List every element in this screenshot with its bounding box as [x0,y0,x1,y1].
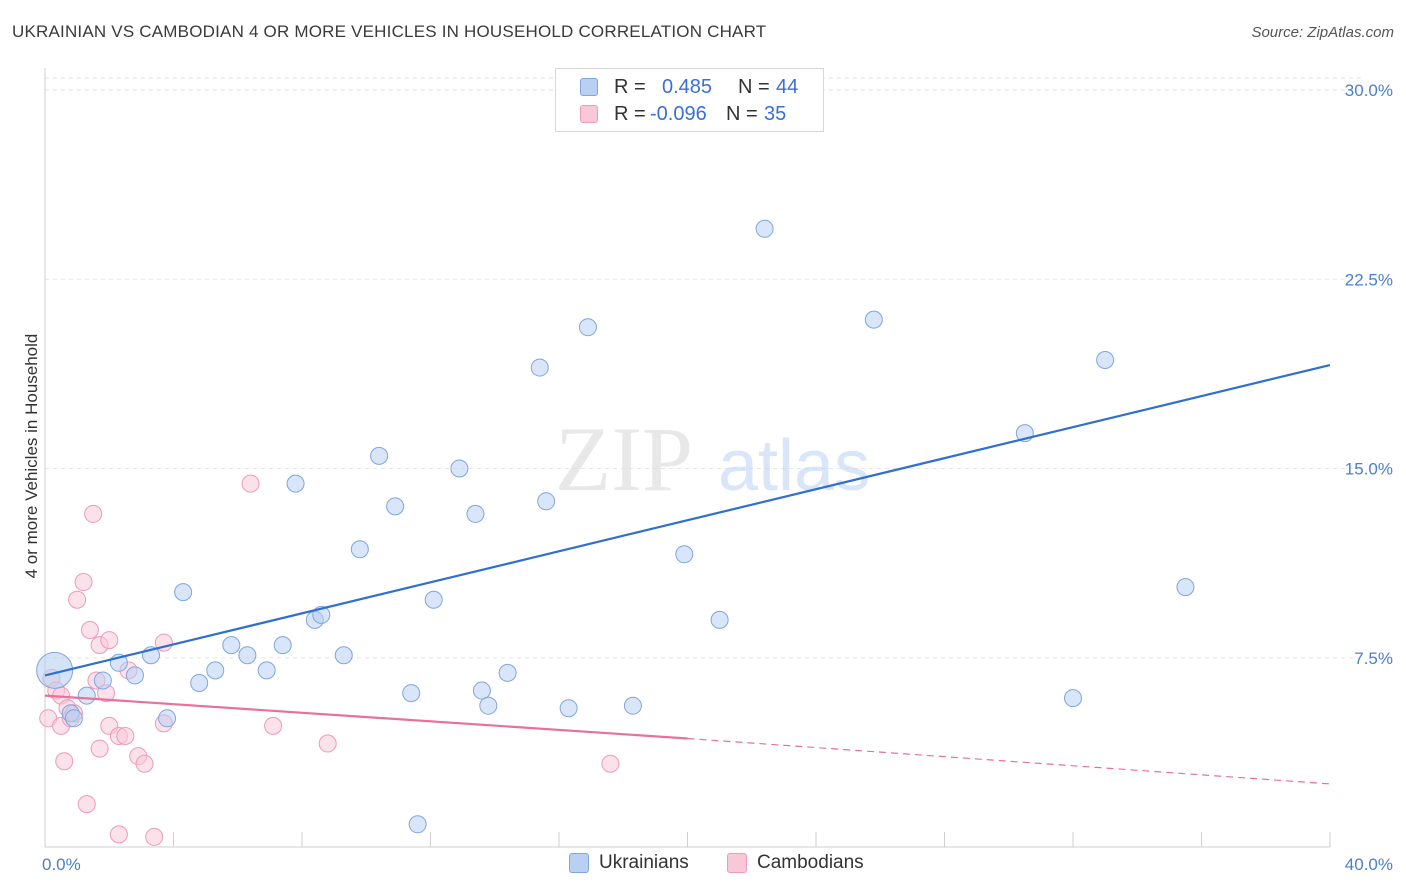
ukrainian-point [864,310,883,329]
y-tick-label: 15.0% [1345,460,1393,479]
ukrainian-point [64,709,83,728]
legend-n-label: N = [738,75,770,98]
ukrainian-point [623,696,642,715]
ukrainian-point [675,545,694,564]
cambodian-point [80,620,99,639]
legend-row-cambodians: R = -0.096 N = 35 [580,101,786,127]
legend-n-value: 35 [764,102,787,125]
ukrainian-point [755,219,774,238]
ukrainian-point [537,492,556,511]
cambodian-point [90,739,109,758]
ukrainian-point [206,661,225,680]
ukrainian-point [158,709,177,728]
ukrainian-point [286,474,305,493]
trend-lines [44,363,1331,785]
cambodians-trend-extension [687,737,1331,785]
legend-label-ukrainians: Ukrainians [599,852,689,873]
cambodian-point [135,754,154,773]
ukrainian-point [1064,689,1082,708]
ukrainian-point [1176,578,1195,597]
cambodian-point [84,504,103,523]
watermark-zip: ZIP [555,408,693,510]
ukrainian-point [408,815,427,834]
watermark: ZIP atlas [555,408,870,510]
cambodian-point [100,631,119,650]
ukrainian-point [710,610,729,629]
ukrainians-points [36,219,1195,834]
legend-row-ukrainians: R = 0.485 N = 44 [580,74,798,100]
ukrainian-point [559,699,578,718]
ukrainian-point [125,666,144,685]
cambodian-point [109,825,128,844]
x-tick-label: 0.0% [42,855,81,874]
cambodian-point [601,754,620,773]
cambodians-trend-line [44,694,688,740]
ukrainian-point [530,358,549,377]
ukrainian-point [424,590,443,609]
y-axis-label: 4 or more Vehicles in Household [22,334,41,579]
ukrainian-point [238,646,257,665]
ukrainian-point [1096,350,1115,369]
legend-r-value: 0.485 [662,75,713,98]
cambodian-point [241,474,260,493]
ukrainian-point [93,671,112,690]
series-legend: Ukrainians Cambodians [0,852,1406,876]
chart-title: UKRAINIAN VS CAMBODIAN 4 OR MORE VEHICLE… [12,22,767,41]
legend-n-label: N = [726,102,758,125]
ukrainian-point [466,504,485,523]
legend-r-value: -0.096 [650,102,707,125]
cambodian-point [55,752,74,771]
ukrainian-point [174,583,193,602]
cambodian-point [264,716,283,735]
cambodian-point [68,590,87,609]
ukrainian-point [334,646,353,665]
cambodian-point [318,734,337,753]
legend-label-cambodians: Cambodians [757,852,864,873]
y-tick-label: 7.5% [1354,649,1393,668]
ukrainian-point [479,696,498,715]
legend-swatch-cambodians [727,853,747,873]
ukrainian-point [472,681,491,700]
ukrainian-point [350,540,369,559]
legend-swatch-cambodians [580,105,598,123]
legend-n-value: 44 [776,75,799,98]
cambodian-point [74,573,93,592]
ukrainian-point [222,636,241,655]
ukrainian-point [273,636,292,655]
watermark-atlas: atlas [718,426,870,506]
ukrainian-point [370,446,389,465]
x-tick-label: 40.0% [1345,855,1393,874]
ukrainian-point [190,673,209,692]
cambodian-point [116,726,135,745]
ukrainian-point [257,661,276,680]
legend-item-ukrainians[interactable]: Ukrainians [569,852,689,874]
ukrainians-trend-line [44,363,1331,677]
y-tick-label: 30.0% [1345,81,1393,100]
ukrainian-point [498,663,517,682]
ukrainian-point [386,497,405,516]
legend-item-cambodians[interactable]: Cambodians [727,852,864,874]
y-tick-label: 22.5% [1345,270,1393,289]
legend-swatch-ukrainians [569,853,589,873]
gridlines [45,77,1365,659]
legend-r-label: R = [614,102,646,125]
ukrainian-point [450,459,469,478]
stats-legend: R = 0.485 N = 44 R = -0.096 N = 35 [555,68,824,132]
cambodian-point [77,795,96,814]
legend-r-label: R = [614,75,646,98]
ukrainian-point [36,651,74,689]
source-label: Source: ZipAtlas.com [1251,24,1394,41]
ukrainian-point [77,686,96,705]
tick-labels: 7.5% 15.0% 22.5% 30.0% 0.0% 40.0% [42,81,1393,874]
ukrainian-point [578,318,597,337]
cambodian-point [145,827,164,846]
ukrainian-point [402,684,421,703]
legend-swatch-ukrainians [580,78,598,96]
